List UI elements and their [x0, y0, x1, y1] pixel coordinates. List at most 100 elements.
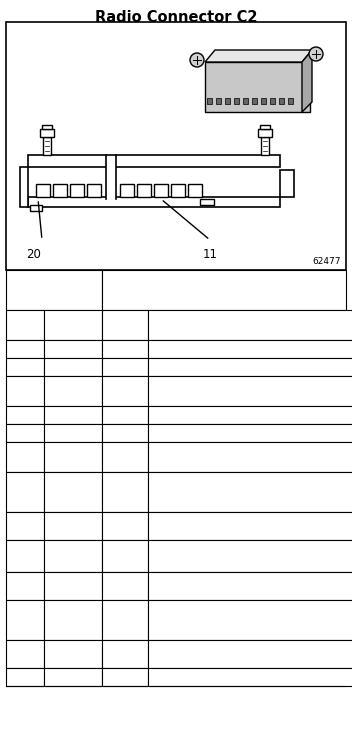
Bar: [28, 197, 280, 207]
Polygon shape: [205, 50, 312, 62]
Text: Steering Wheel Controls
Signal (Utility): Steering Wheel Controls Signal (Utility): [152, 380, 279, 402]
Text: 20: 20: [18, 649, 32, 659]
Bar: [30, 205, 42, 211]
Text: DK GRN/
WHT: DK GRN/ WHT: [51, 545, 95, 567]
Text: LT BLU: LT BLU: [56, 452, 90, 462]
Text: Not Used (Pick-up): Not Used (Pick-up): [152, 362, 249, 372]
Bar: [279, 98, 284, 104]
Text: Connector Part
Information: Connector Part Information: [10, 278, 98, 302]
Bar: [148, 540, 352, 572]
Bar: [44, 640, 102, 668]
Bar: [6, 406, 44, 424]
Bar: [171, 184, 185, 197]
Text: 18: 18: [18, 551, 32, 561]
Text: Right Rear Low Level
Audio Signal (+)
(w/ Amp): Right Rear Low Level Audio Signal (+) (w…: [152, 474, 261, 509]
Text: —: —: [120, 344, 130, 354]
Bar: [102, 668, 148, 686]
Bar: [154, 184, 168, 197]
Text: 11: 11: [202, 248, 218, 261]
Bar: [6, 668, 44, 686]
Circle shape: [190, 53, 204, 67]
Text: 18: 18: [18, 521, 32, 531]
Text: 599: 599: [115, 615, 135, 625]
Text: Pin: Pin: [16, 320, 34, 330]
Bar: [44, 358, 102, 376]
Bar: [258, 129, 272, 137]
Bar: [137, 184, 151, 197]
Text: —: —: [68, 344, 78, 354]
Bar: [6, 512, 44, 540]
Text: Wire
Color: Wire Color: [58, 314, 88, 336]
Text: Left Rear Low Level
Audio Signal (+)
(w/ Amp): Left Rear Low Level Audio Signal (+) (w/…: [152, 602, 253, 638]
Bar: [102, 640, 148, 668]
Bar: [70, 184, 84, 197]
Bar: [6, 472, 44, 512]
Bar: [205, 62, 310, 112]
Text: 14: 14: [18, 362, 32, 372]
Bar: [234, 98, 239, 104]
Bar: [207, 98, 212, 104]
Bar: [102, 358, 148, 376]
Bar: [44, 424, 102, 442]
Bar: [280, 170, 294, 197]
Bar: [44, 376, 102, 406]
Bar: [148, 310, 352, 340]
Text: 199: 199: [115, 649, 135, 659]
Text: 19: 19: [18, 615, 32, 625]
Bar: [270, 98, 275, 104]
Text: DK BLU: DK BLU: [54, 487, 92, 497]
Text: 1796: 1796: [112, 386, 138, 396]
Bar: [120, 184, 134, 197]
Bar: [44, 668, 102, 686]
Bar: [28, 155, 280, 167]
Text: Radio Connector C2: Radio Connector C2: [95, 10, 257, 25]
Text: 116: 116: [115, 581, 135, 591]
Text: Not Used: Not Used: [152, 410, 200, 420]
Polygon shape: [302, 50, 312, 112]
Bar: [44, 442, 102, 472]
Text: Circuit
No.: Circuit No.: [106, 314, 144, 336]
Bar: [6, 310, 44, 340]
Bar: [44, 472, 102, 512]
Text: 20: 20: [26, 248, 42, 261]
Bar: [148, 640, 352, 668]
Text: 1574: 1574: [112, 672, 138, 682]
Text: 15: 15: [18, 410, 32, 420]
Bar: [102, 310, 148, 340]
Bar: [148, 512, 352, 540]
Bar: [6, 424, 44, 442]
Bar: [261, 137, 269, 155]
Bar: [106, 165, 116, 199]
Bar: [44, 540, 102, 572]
Bar: [42, 125, 52, 129]
Bar: [6, 640, 44, 668]
Text: 100 Series (GRY): 100 Series (GRY): [108, 298, 214, 308]
Text: 46: 46: [118, 521, 132, 531]
Bar: [102, 512, 148, 540]
Text: 14: 14: [18, 386, 32, 396]
Bar: [44, 340, 102, 358]
Bar: [6, 358, 44, 376]
Text: Rear Low Level Audio
Signal (-) (w/ Amp): Rear Low Level Audio Signal (-) (w/ Amp): [152, 545, 263, 567]
Bar: [148, 358, 352, 376]
Text: • 10-Way F Micro-Pack: • 10-Way F Micro-Pack: [108, 286, 240, 296]
Text: 115: 115: [115, 452, 135, 462]
Bar: [102, 270, 346, 310]
Text: DK BLU: DK BLU: [54, 386, 92, 396]
Bar: [102, 376, 148, 406]
Bar: [288, 98, 293, 104]
Bar: [148, 442, 352, 472]
Bar: [200, 199, 214, 205]
Bar: [148, 340, 352, 358]
Bar: [148, 376, 352, 406]
Text: 1547: 1547: [112, 551, 138, 561]
Text: —: —: [120, 362, 130, 372]
Bar: [148, 424, 352, 442]
Text: 11–13: 11–13: [9, 344, 41, 354]
Text: 19: 19: [18, 581, 32, 591]
Text: Vehicle Speed Signal: Vehicle Speed Signal: [152, 428, 261, 438]
Text: BRN: BRN: [62, 615, 84, 625]
Bar: [148, 406, 352, 424]
Bar: [148, 668, 352, 686]
Bar: [6, 22, 346, 270]
